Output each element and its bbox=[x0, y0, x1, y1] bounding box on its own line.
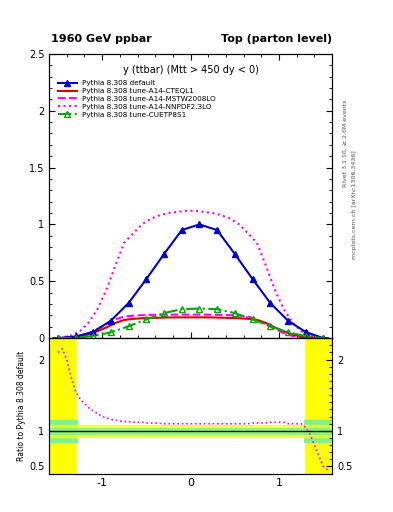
Text: y (ttbar) (Mtt > 450 dy < 0): y (ttbar) (Mtt > 450 dy < 0) bbox=[123, 65, 259, 75]
Y-axis label: Ratio to Pythia 8.308 default: Ratio to Pythia 8.308 default bbox=[17, 351, 26, 461]
Text: mcplots.cern.ch [arXiv:1306.3436]: mcplots.cern.ch [arXiv:1306.3436] bbox=[352, 151, 357, 259]
Bar bbox=[49, 428, 332, 434]
Bar bbox=[49, 420, 332, 441]
Text: Top (parton level): Top (parton level) bbox=[221, 33, 332, 44]
Legend: Pythia 8.308 default, Pythia 8.308 tune-A14-CTEQL1, Pythia 8.308 tune-A14-MSTW20: Pythia 8.308 default, Pythia 8.308 tune-… bbox=[55, 77, 219, 120]
Text: 1960 GeV ppbar: 1960 GeV ppbar bbox=[51, 33, 152, 44]
Text: Rivet 3.1.10, ≥ 2.6M events: Rivet 3.1.10, ≥ 2.6M events bbox=[343, 100, 348, 187]
Bar bbox=[49, 425, 332, 437]
Bar bbox=[49, 338, 332, 466]
